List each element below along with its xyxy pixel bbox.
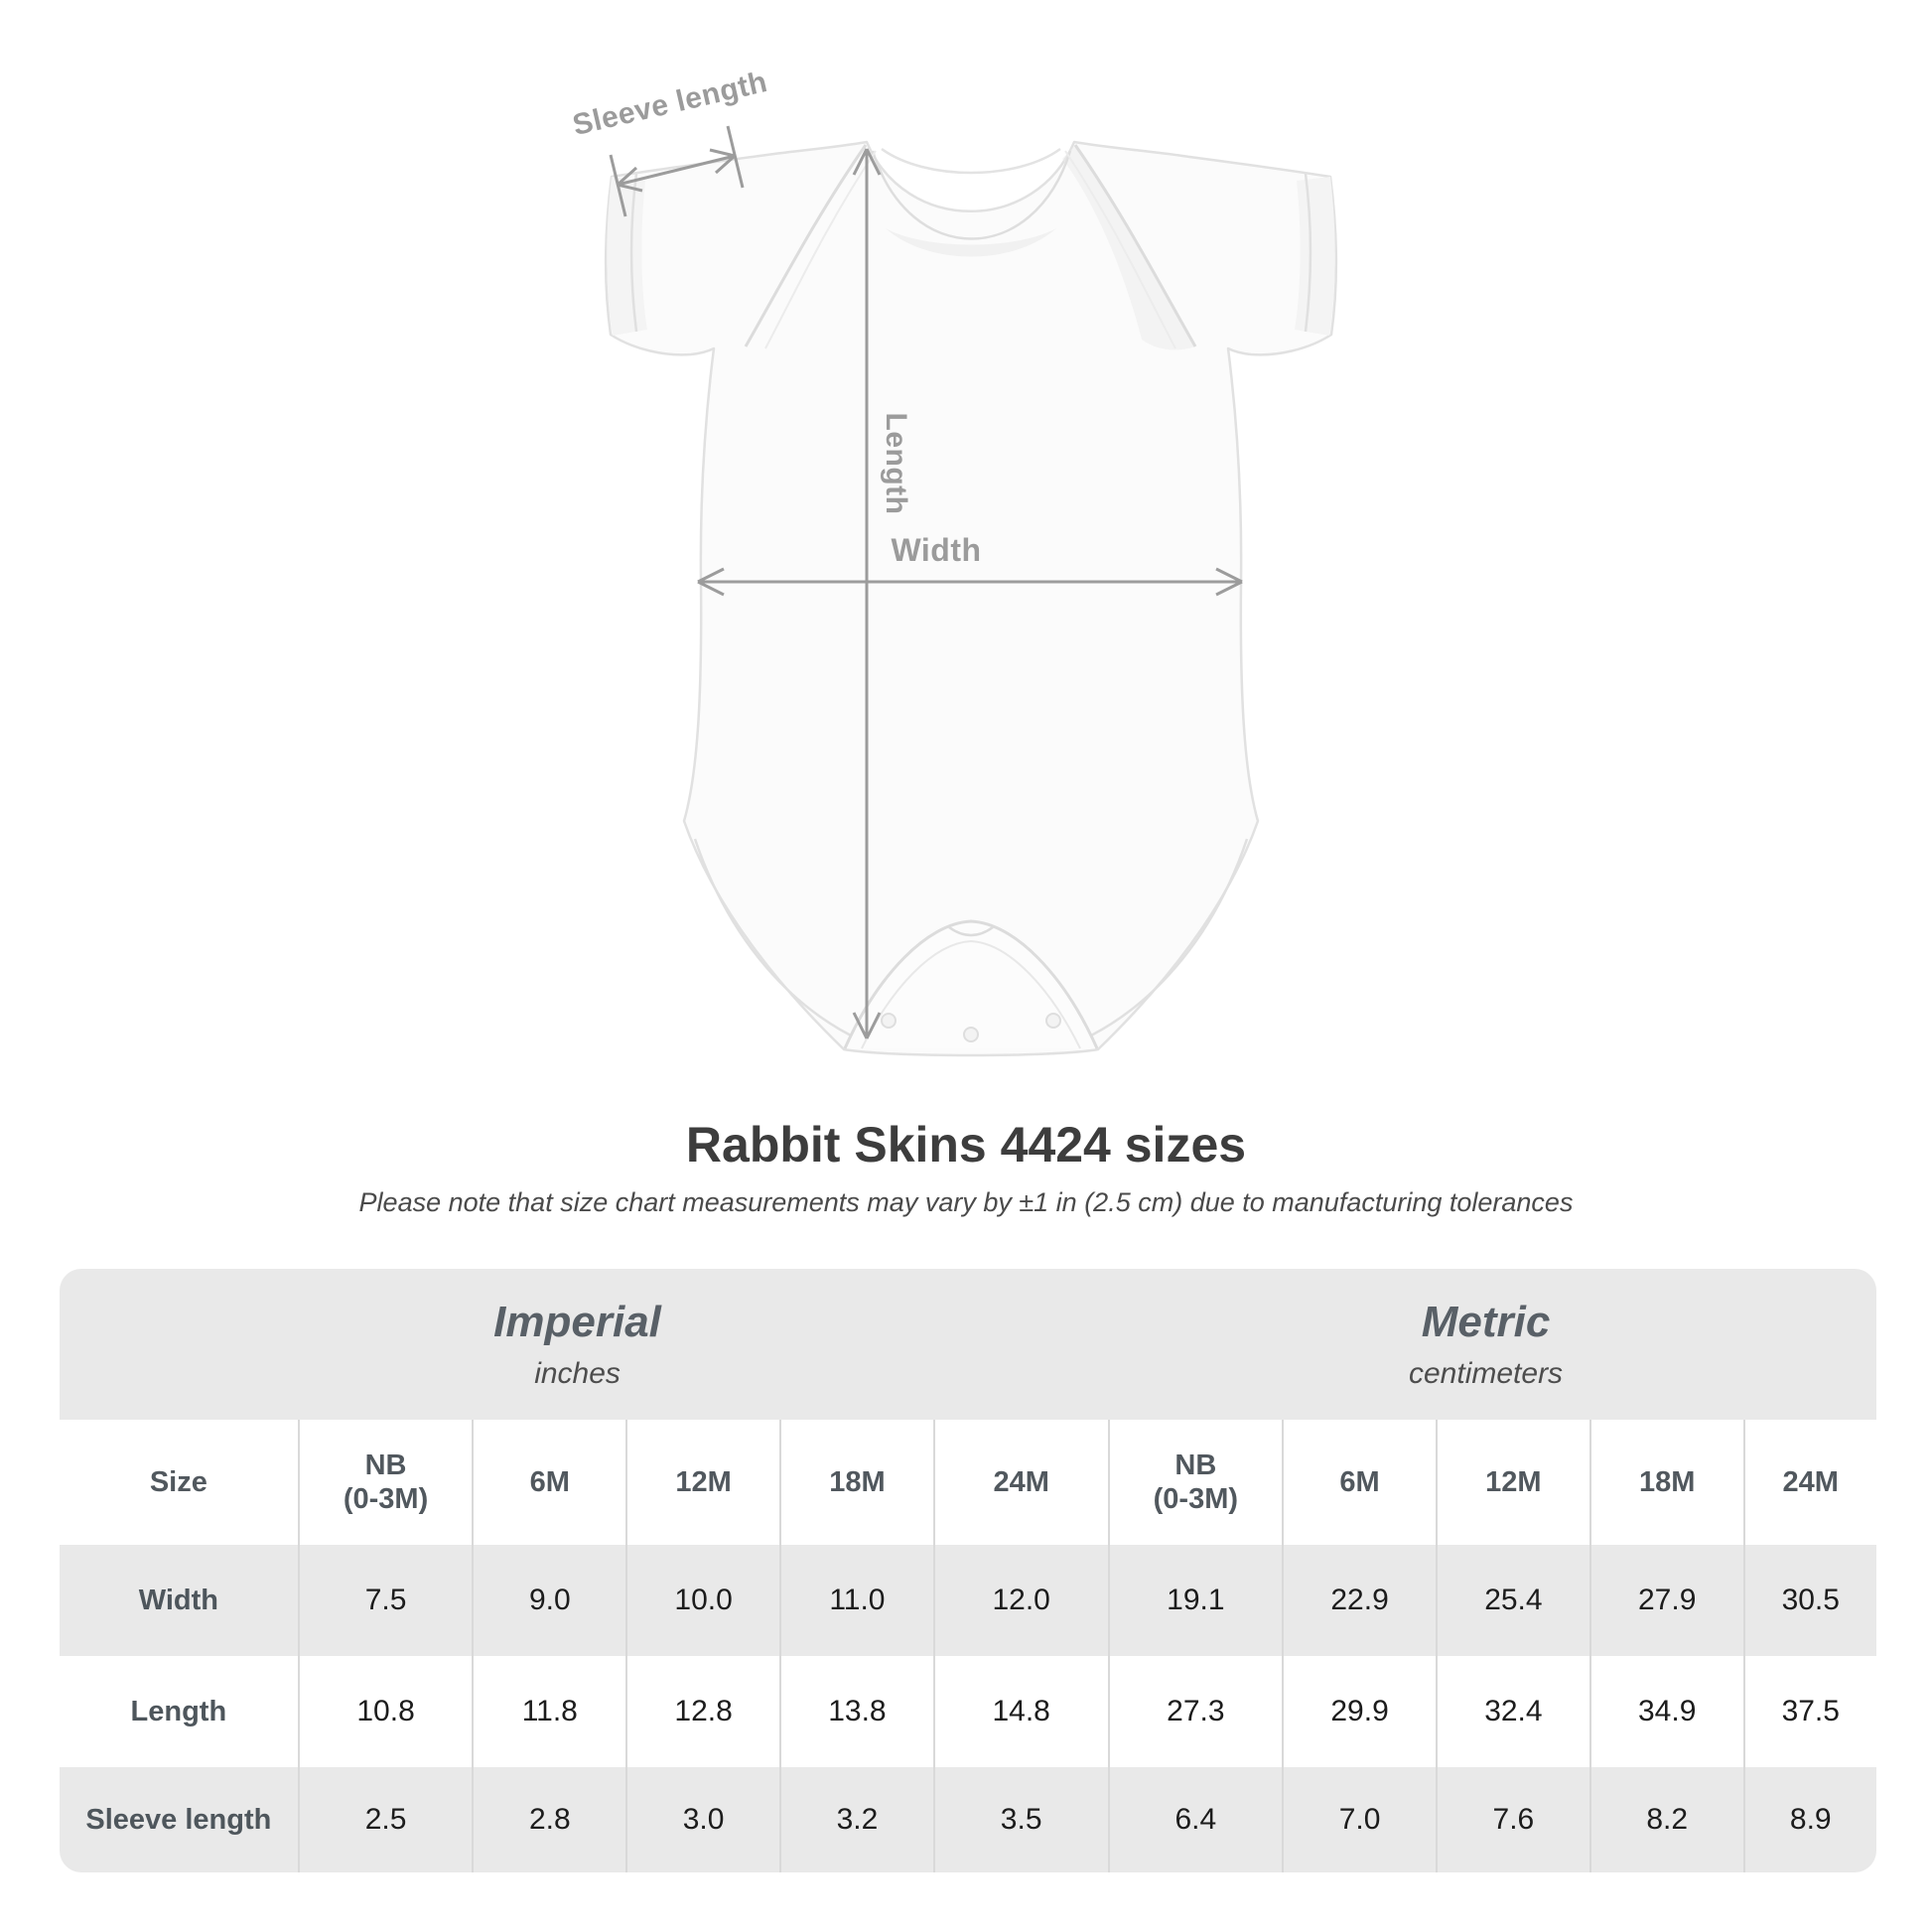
- sleeve-12m-metric: 7.6: [1435, 1767, 1589, 1872]
- snap-left: [881, 1013, 897, 1029]
- width-6m-imperial: 9.0: [472, 1545, 625, 1656]
- unit-band: Imperial inches Metric centimeters: [60, 1269, 1876, 1420]
- size-header-18m-imperial: 18M: [779, 1420, 933, 1545]
- length-6m-metric: 29.9: [1282, 1656, 1436, 1767]
- width-12m-metric: 25.4: [1435, 1545, 1589, 1656]
- left-leg-binding: [693, 838, 852, 1037]
- sleeve-extension-ticks: [609, 125, 745, 217]
- bodysuit-illustration: [604, 125, 1338, 1057]
- metric-label: Metric: [1421, 1298, 1551, 1346]
- length-24m-imperial: 14.8: [932, 1656, 1108, 1767]
- sleeve-arrowheads: [616, 148, 737, 193]
- bodysuit-outline: [604, 140, 1338, 1057]
- row-label-length: Length: [130, 1695, 227, 1727]
- snap-right: [1045, 1013, 1061, 1029]
- sleeve-6m-metric: 7.0: [1282, 1767, 1436, 1872]
- left-cuff-shading: [607, 177, 647, 336]
- metric-unit-label: centimeters: [1409, 1357, 1564, 1390]
- length-18m-metric: 34.9: [1588, 1656, 1743, 1767]
- crotch-flap-center-dip: [948, 925, 994, 937]
- crotch-flap: [843, 919, 1099, 1049]
- sleeve-dim-line: [617, 154, 736, 187]
- metric-unit-group: Metric centimeters: [1095, 1269, 1876, 1420]
- table-row-sleeve-length: Sleeve length 2.5 2.8 3.0 3.2 3.5 6.4 7.…: [60, 1767, 1876, 1872]
- left-envelope-fold: [744, 144, 868, 347]
- imperial-unit-label: inches: [534, 1357, 621, 1390]
- sleeve-6m-imperial: 2.8: [472, 1767, 625, 1872]
- bodysuit-diagram: Sleeve length Length Width: [570, 66, 1338, 1057]
- width-24m-metric: 30.5: [1742, 1545, 1876, 1656]
- size-header-12m-metric: 12M: [1435, 1420, 1589, 1545]
- size-header-6m-metric: 6M: [1282, 1420, 1436, 1545]
- length-nb-metric: 27.3: [1107, 1656, 1283, 1767]
- collar-seam-line: [871, 150, 1072, 240]
- sleeve-24m-metric: 8.9: [1742, 1767, 1876, 1872]
- right-envelope-fold: [1073, 144, 1197, 347]
- row-label-sleeve-length: Sleeve length: [85, 1803, 272, 1836]
- length-12m-metric: 32.4: [1435, 1656, 1589, 1767]
- sleeve-12m-imperial: 3.0: [625, 1767, 779, 1872]
- length-12m-imperial: 12.8: [625, 1656, 779, 1767]
- width-18m-metric: 27.9: [1588, 1545, 1743, 1656]
- width-nb-imperial: 7.5: [297, 1545, 473, 1656]
- length-nb-imperial: 10.8: [297, 1656, 473, 1767]
- left-cuff-seam: [629, 173, 638, 333]
- width-24m-imperial: 12.0: [932, 1545, 1108, 1656]
- width-dim-label: Width: [891, 532, 982, 568]
- width-12m-imperial: 10.0: [625, 1545, 779, 1656]
- size-header-nb-imperial: NB (0-3M): [297, 1420, 473, 1545]
- sleeve-nb-imperial: 2.5: [297, 1767, 473, 1872]
- size-header-18m-metric: 18M: [1588, 1420, 1743, 1545]
- width-nb-metric: 19.1: [1107, 1545, 1283, 1656]
- size-header-24m-metric: 24M: [1742, 1420, 1876, 1545]
- width-18m-imperial: 11.0: [779, 1545, 933, 1656]
- imperial-unit-group: Imperial inches: [60, 1269, 1095, 1420]
- tolerance-note: Please note that size chart measurements…: [358, 1187, 1574, 1217]
- back-collar-line: [881, 147, 1061, 175]
- sleeve-18m-imperial: 3.2: [779, 1767, 933, 1872]
- imperial-label: Imperial: [493, 1298, 661, 1346]
- sleeve-18m-metric: 8.2: [1588, 1767, 1743, 1872]
- sleeve-nb-metric: 6.4: [1107, 1767, 1283, 1872]
- right-envelope-fold-inner: [1064, 150, 1176, 349]
- table-row-length: Length 10.8 11.8 12.8 13.8 14.8 27.3 29.…: [60, 1656, 1876, 1767]
- dimension-lines: [609, 125, 1243, 1039]
- snap-center: [963, 1027, 979, 1042]
- row-label-width: Width: [138, 1584, 218, 1616]
- length-24m-metric: 37.5: [1742, 1656, 1876, 1767]
- length-18m-imperial: 13.8: [779, 1656, 933, 1767]
- right-lap-shadow: [1062, 145, 1195, 350]
- table-row-width: Width 7.5 9.0 10.0 11.0 12.0 19.1 22.9 2…: [60, 1545, 1876, 1656]
- right-cuff-shading: [1295, 177, 1335, 336]
- length-6m-imperial: 11.8: [472, 1656, 625, 1767]
- size-header-row: Size NB (0-3M) 6M 12M 18M 24M NB (0-3M) …: [60, 1420, 1876, 1545]
- sleeve-24m-imperial: 3.5: [932, 1767, 1108, 1872]
- right-cuff-seam: [1304, 173, 1312, 333]
- size-table: Imperial inches Metric centimeters Size …: [60, 1269, 1876, 1872]
- size-column-header: Size: [149, 1466, 207, 1498]
- size-header-nb-metric: NB (0-3M): [1107, 1420, 1283, 1545]
- right-leg-binding: [1090, 838, 1249, 1037]
- size-header-12m-imperial: 12M: [625, 1420, 779, 1545]
- left-envelope-fold-inner: [764, 150, 877, 349]
- width-arrowheads: [697, 567, 1243, 597]
- size-header-24m-imperial: 24M: [932, 1420, 1108, 1545]
- page-title: Rabbit Skins 4424 sizes: [685, 1117, 1247, 1173]
- width-6m-metric: 22.9: [1282, 1545, 1436, 1656]
- size-header-6m-imperial: 6M: [472, 1420, 625, 1545]
- crotch-flap-inner-seam: [861, 939, 1081, 1049]
- length-arrowheads: [852, 148, 882, 1039]
- under-collar-shadow: [886, 228, 1056, 257]
